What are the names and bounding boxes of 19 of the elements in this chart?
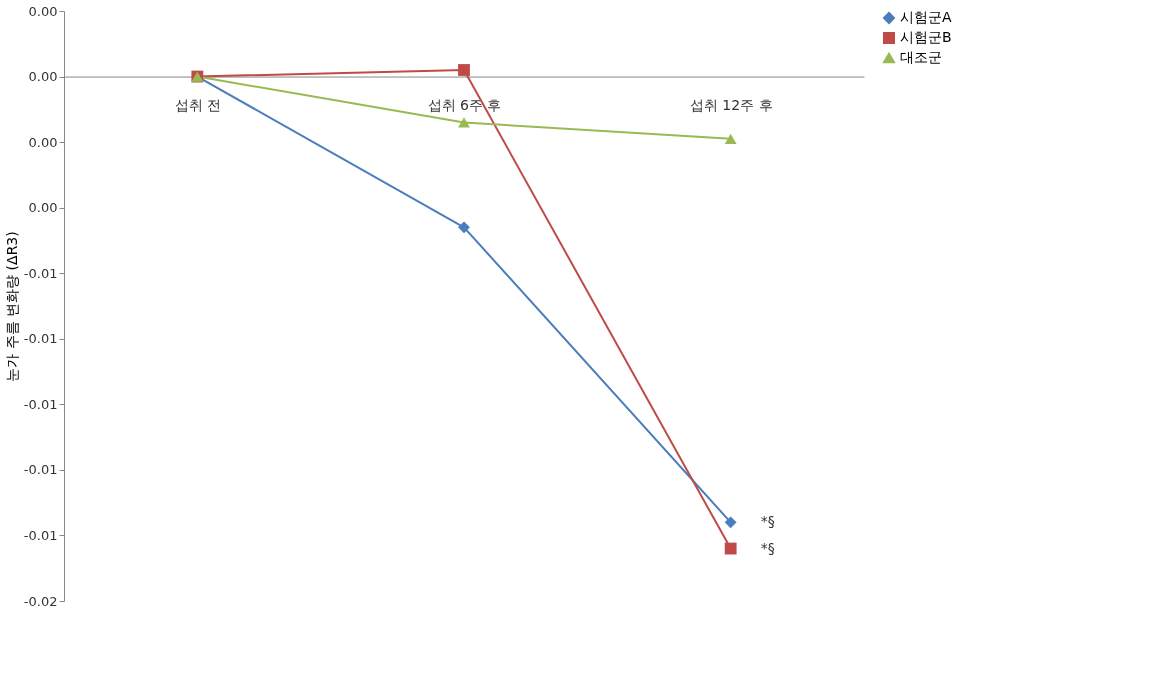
x-tick-label: 섭취 6주 후 <box>427 97 502 114</box>
y-tick-label: -0.02 <box>23 593 58 609</box>
y-tick-label: -0.01 <box>23 396 58 412</box>
legend-label: 시험군A <box>900 9 952 25</box>
y-axis-title: 눈가 주름 변화량 (ΔR3) <box>3 231 20 382</box>
annotation: *§ <box>760 513 775 530</box>
annotation: *§ <box>760 539 775 556</box>
legend-label: 시험군B <box>900 29 952 45</box>
y-tick-label: -0.01 <box>23 527 58 543</box>
legend-label: 대조군 <box>900 49 942 65</box>
y-tick-label: -0.01 <box>23 331 58 347</box>
y-tick-label: 0.00 <box>28 3 58 19</box>
y-tick-label: 0.00 <box>28 200 58 216</box>
x-tick-label: 섭취 전 <box>174 97 222 114</box>
y-tick-label: 0.00 <box>28 134 58 150</box>
x-tick-label: 섭취 12주 후 <box>689 97 773 114</box>
y-tick-label: -0.01 <box>23 265 58 281</box>
y-tick-label: -0.01 <box>23 462 58 478</box>
y-tick-label: 0.00 <box>28 69 58 85</box>
